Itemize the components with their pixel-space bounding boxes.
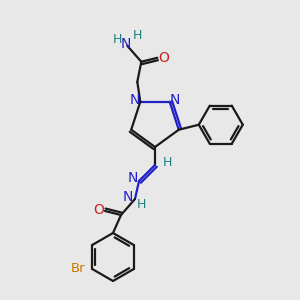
- Text: N: N: [169, 93, 180, 107]
- Text: N: N: [128, 171, 138, 185]
- Text: H: H: [133, 29, 142, 42]
- Text: H: H: [162, 157, 172, 169]
- Text: N: N: [130, 93, 140, 107]
- Text: H: H: [112, 33, 122, 46]
- Text: O: O: [94, 203, 104, 217]
- Text: N: N: [121, 37, 131, 51]
- Text: O: O: [158, 51, 169, 65]
- Text: H: H: [136, 199, 146, 212]
- Text: Br: Br: [71, 262, 86, 275]
- Text: N: N: [123, 190, 133, 204]
